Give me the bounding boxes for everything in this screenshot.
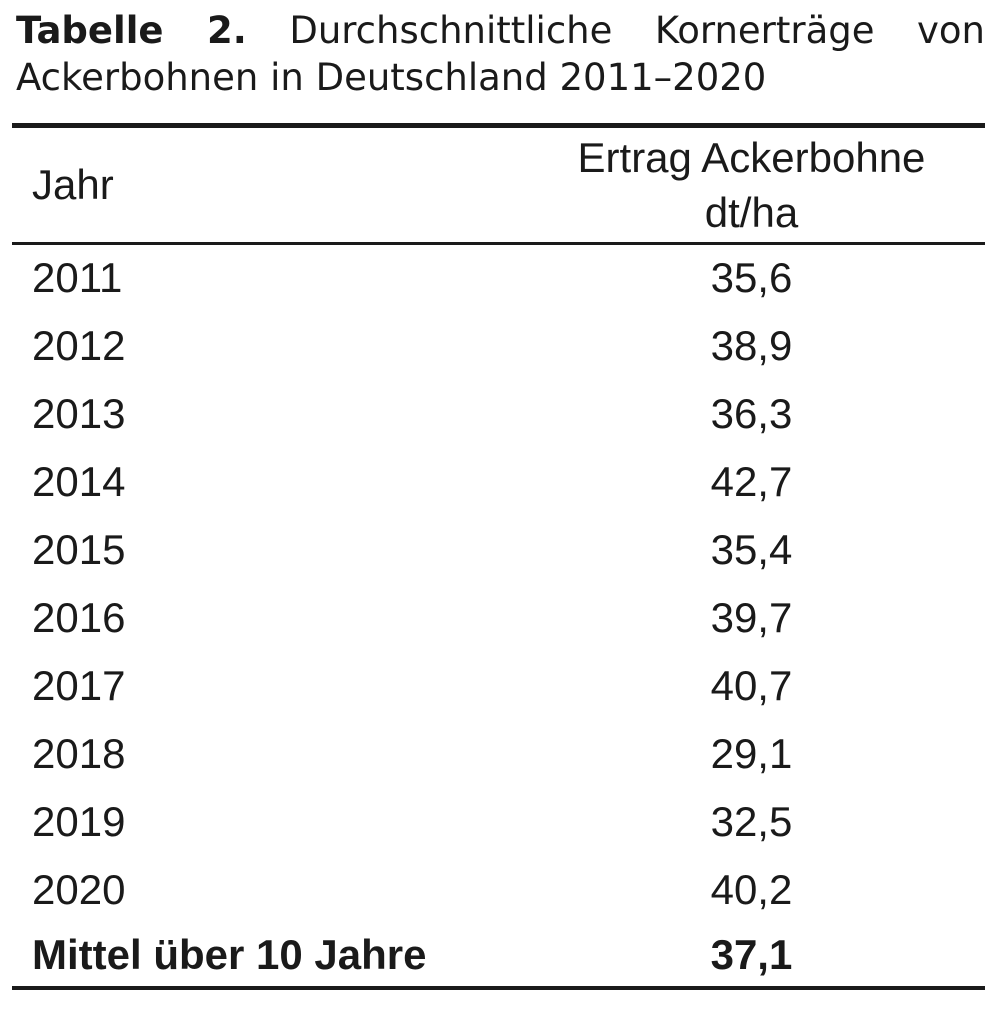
value-column-header-unit: dt/ha — [704, 189, 799, 236]
summary-label-cell: Mittel über 10 Jahre — [12, 923, 518, 990]
year-column-header: Jahr — [12, 125, 518, 245]
table-row: 2016 39,7 — [12, 584, 985, 652]
value-cell: 39,7 — [710, 593, 793, 641]
year-cell: 2014 — [32, 457, 126, 505]
table-row: 2011 35,6 — [12, 244, 985, 312]
table-row: 2013 36,3 — [12, 380, 985, 448]
value-cell: 35,4 — [710, 525, 793, 573]
value-cell: 29,1 — [710, 729, 793, 777]
value-cell: 40,7 — [710, 661, 793, 709]
year-cell: 2015 — [32, 525, 126, 573]
table-row: 2015 35,4 — [12, 516, 985, 584]
table-header: Jahr Ertrag Ackerbohne dt/ha — [12, 125, 985, 245]
summary-value-cell: 37,1 — [517, 923, 985, 990]
value-cell: 32,5 — [710, 797, 793, 845]
table-footer: Mittel über 10 Jahre 37,1 — [12, 923, 985, 990]
table-row: 2012 38,9 — [12, 312, 985, 380]
value-cell: 40,2 — [710, 865, 793, 913]
year-cell: 2017 — [32, 661, 126, 709]
year-cell: 2011 — [32, 254, 123, 302]
table-caption: Tabelle 2. Durchschnittliche Kornerträge… — [0, 0, 992, 101]
value-cell: 42,7 — [710, 457, 793, 505]
table-body: 2011 35,6 2012 38,9 2013 36,3 2014 42,7 … — [12, 244, 985, 924]
table-caption-line2: Ackerbohnen in Deutschland 2011–2020 — [16, 56, 767, 99]
yields-table: Jahr Ertrag Ackerbohne dt/ha 2011 35,6 2… — [12, 123, 985, 990]
value-column-header: Ertrag Ackerbohne dt/ha — [517, 125, 985, 245]
table-caption-text: Durchschnittliche Kornerträge von — [289, 9, 985, 52]
year-cell: 2016 — [32, 593, 126, 641]
table-row: 2014 42,7 — [12, 448, 985, 516]
table-row: 2020 40,2 — [12, 856, 985, 924]
value-cell: 38,9 — [710, 321, 793, 369]
table-number-label: Tabelle 2. — [16, 9, 247, 52]
table-row: 2019 32,5 — [12, 788, 985, 856]
table-row: 2017 40,7 — [12, 652, 985, 720]
year-cell: 2012 — [32, 321, 126, 369]
table-header-row: Jahr Ertrag Ackerbohne dt/ha — [12, 125, 985, 245]
table-row: 2018 29,1 — [12, 720, 985, 788]
value-cell: 35,6 — [710, 254, 793, 302]
year-cell: 2013 — [32, 389, 126, 437]
year-cell: 2019 — [32, 797, 126, 845]
value-cell: 36,3 — [710, 389, 793, 437]
value-column-header-line1: Ertrag Ackerbohne — [577, 134, 926, 181]
year-cell: 2020 — [32, 865, 126, 913]
summary-row: Mittel über 10 Jahre 37,1 — [12, 923, 985, 990]
year-cell: 2018 — [32, 729, 126, 777]
table-caption-line1: Tabelle 2. Durchschnittliche Kornerträge… — [16, 7, 985, 54]
